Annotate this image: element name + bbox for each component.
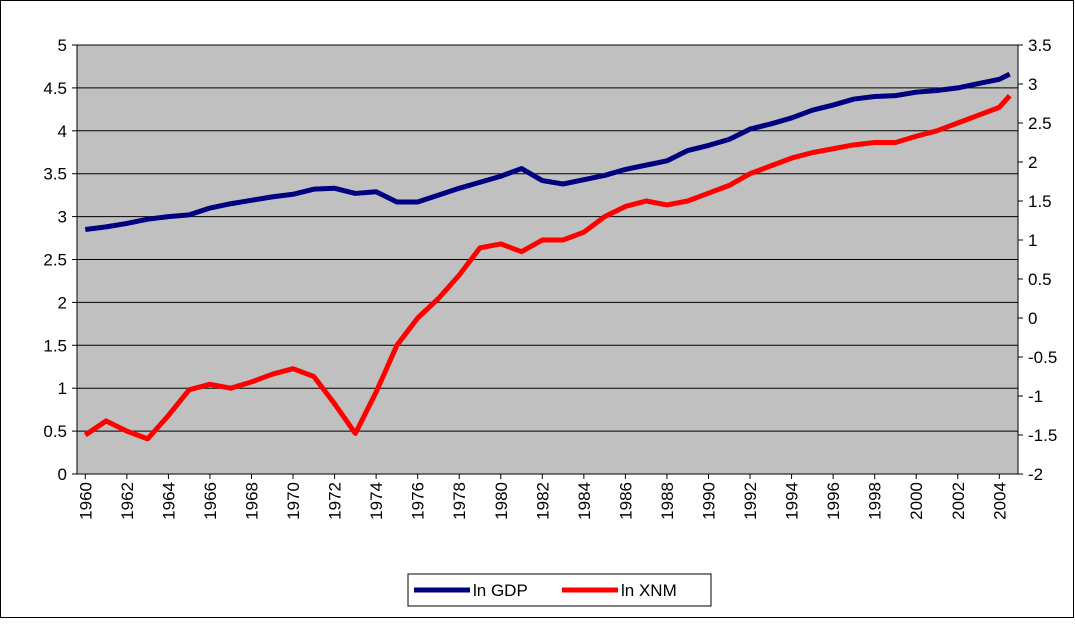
y-tick-label: 3 <box>58 208 67 227</box>
y-tick-label: 2 <box>58 293 67 312</box>
y2-tick-label: 3.5 <box>1028 36 1052 55</box>
y2-tick-label: -1.5 <box>1028 426 1057 445</box>
x-tick-label: 1988 <box>658 482 677 520</box>
x-tick-label: 1964 <box>159 482 178 520</box>
line-series <box>83 94 1012 442</box>
x-tick-label: 1994 <box>783 482 802 520</box>
y-tick-label: 0.5 <box>43 422 67 441</box>
x-tick-label: 1970 <box>284 482 303 520</box>
x-tick-label: 2004 <box>990 482 1009 520</box>
y-tick-label: 1 <box>58 379 67 398</box>
x-tick-label: 1978 <box>450 482 469 520</box>
x-tick-label: 2002 <box>949 482 968 520</box>
legend-label: ln GDP <box>473 581 528 600</box>
y2-tick-label: 0.5 <box>1028 270 1052 289</box>
y-tick-label: 2.5 <box>43 251 67 270</box>
x-tick-label: 1968 <box>242 482 261 520</box>
x-tick-label: 1986 <box>616 482 635 520</box>
y-tick-label: 4 <box>58 122 67 141</box>
x-tick-label: 1966 <box>201 482 220 520</box>
x-tick-label: 1982 <box>533 482 552 520</box>
x-tick-label: 1992 <box>741 482 760 520</box>
x-tick-label: 1984 <box>575 482 594 520</box>
x-tick-label: 1998 <box>866 482 885 520</box>
y2-tick-label: 1 <box>1028 231 1037 250</box>
y-tick-label: 4.5 <box>43 79 67 98</box>
line-series <box>85 71 1011 232</box>
y-tick-label: 3.5 <box>43 165 67 184</box>
y2-tick-label: 2.5 <box>1028 114 1052 133</box>
x-tick-label: 1962 <box>118 482 137 520</box>
x-tick-label: 1980 <box>492 482 511 520</box>
y-tick-label: 1.5 <box>43 336 67 355</box>
y2-tick-label: -0.5 <box>1028 348 1057 367</box>
y2-tick-label: -1 <box>1028 387 1043 406</box>
legend: ln GDP ln XNM <box>407 573 712 607</box>
legend-label: ln XNM <box>621 581 677 600</box>
x-tick-label: 1976 <box>409 482 428 520</box>
y2-tick-label: 3 <box>1028 75 1037 94</box>
y2-tick-label: 0 <box>1028 309 1037 328</box>
x-tick-label: 1996 <box>824 482 843 520</box>
x-tick-label: 2000 <box>907 482 926 520</box>
x-tick-label: 1972 <box>326 482 345 520</box>
y2-tick-label: -2 <box>1028 465 1043 484</box>
x-tick-label: 1960 <box>76 482 95 520</box>
x-tick-label: 1974 <box>367 482 386 520</box>
x-tick-label: 1990 <box>699 482 718 520</box>
y-tick-label: 5 <box>58 36 67 55</box>
y2-tick-label: 2 <box>1028 153 1037 172</box>
y2-tick-label: 1.5 <box>1028 192 1052 211</box>
y-tick-label: 0 <box>58 465 67 484</box>
